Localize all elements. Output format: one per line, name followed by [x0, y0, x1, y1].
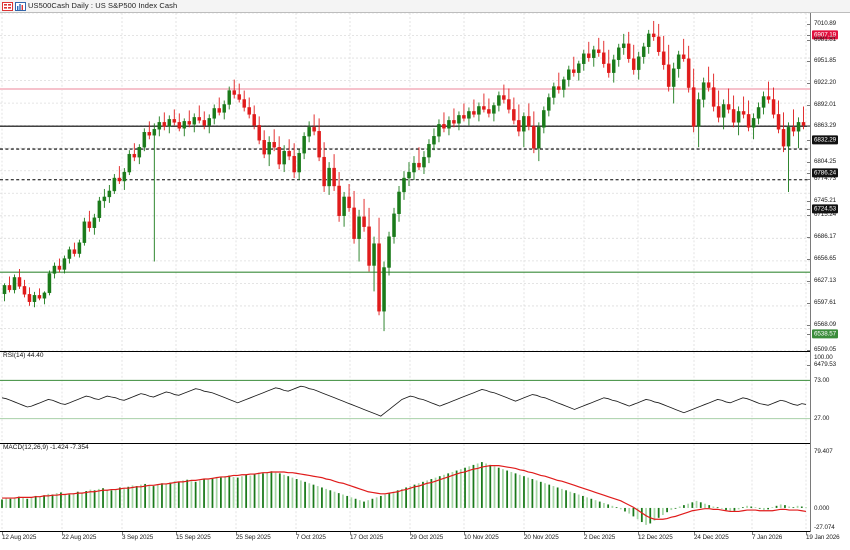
axis-tick-mark [807, 259, 811, 260]
axis-tick-mark [807, 334, 811, 335]
axis-tick-mark [807, 140, 811, 141]
axis-tick-mark [807, 215, 811, 216]
price-tick: 6745.21 [814, 196, 837, 204]
date-tick-mark [464, 532, 465, 535]
axis-tick-mark [807, 126, 811, 127]
axis-tick-mark [807, 350, 811, 351]
date-label: 17 Oct 2025 [350, 534, 384, 541]
price-axis[interactable]: 7010.89 6907.19 6981.81 6951.85 6922.20 6892.… [807, 13, 850, 532]
price-tick-highlight: 6786.24 [812, 168, 839, 178]
price-tick: 6479.53 [814, 360, 837, 368]
price-candlestick-plot [0, 13, 810, 351]
date-label: 3 Sep 2025 [122, 534, 154, 541]
date-tick-mark [752, 532, 753, 535]
axis-tick-mark [807, 24, 811, 25]
date-tick-mark [176, 532, 177, 535]
date-label: 19 Jan 2026 [806, 534, 840, 541]
price-tick: 6509.05 [814, 345, 837, 353]
price-tick: 6597.61 [814, 298, 837, 306]
rsi-panel[interactable]: RSI(14) 44.40 [0, 352, 810, 444]
price-panel[interactable] [0, 13, 810, 352]
axis-tick-mark [807, 61, 811, 62]
chart-frame: RSI(14) 44.40 MACD(12,26,9) -1.424 -7.35… [0, 13, 850, 550]
axis-tick-mark [807, 179, 811, 180]
rsi-plot [0, 352, 810, 443]
chart-title: US500Cash Daily : US S&P500 Index Cash [28, 1, 178, 11]
price-tick-highlight: 6724.53 [812, 204, 839, 214]
price-tick: 6627.13 [814, 276, 837, 284]
price-tick: 6981.81 [814, 35, 837, 43]
price-tick: 6715.24 [814, 210, 837, 218]
rsi-tick: 73.00 [814, 376, 830, 384]
axis-tick-mark [807, 201, 811, 202]
rsi-tick: 27.00 [814, 415, 830, 423]
date-label: 12 Dec 2025 [638, 534, 673, 541]
date-tick-mark [410, 532, 411, 535]
date-label: 12 Aug 2025 [2, 534, 37, 541]
axis-tick-mark [807, 209, 811, 210]
date-tick-mark [62, 532, 63, 535]
macd-panel[interactable]: MACD(12,26,9) -1.424 -7.354 [0, 444, 810, 532]
chart-titlebar: US500Cash Daily : US S&P500 Index Cash [0, 0, 850, 13]
date-tick-mark [122, 532, 123, 535]
axis-tick-mark [807, 35, 811, 36]
axis-tick-mark [807, 303, 811, 304]
macd-tick: 79.407 [814, 447, 833, 455]
axis-tick-mark [807, 365, 811, 366]
date-tick-mark [694, 532, 695, 535]
date-label: 29 Oct 2025 [410, 534, 444, 541]
date-tick-mark [638, 532, 639, 535]
price-tick-highlight: 6538.57 [812, 329, 839, 339]
chart-icon[interactable] [15, 1, 26, 11]
date-tick-mark [584, 532, 585, 535]
date-tick-mark [524, 532, 525, 535]
axis-tick-mark [807, 162, 811, 163]
axis-tick-mark [807, 83, 811, 84]
price-tick: 6568.09 [814, 320, 837, 328]
macd-tick: 0.000 [814, 504, 830, 512]
axis-tick-mark [807, 105, 811, 106]
macd-plot [1, 444, 807, 531]
price-tick: 6892.01 [814, 100, 837, 108]
date-tick-mark [806, 532, 807, 535]
grid-icon[interactable] [2, 1, 13, 11]
price-tick: 6804.25 [814, 157, 837, 165]
price-tick: 6922.20 [814, 78, 837, 86]
axis-tick-mark [807, 40, 811, 41]
date-label: 7 Oct 2025 [296, 534, 326, 541]
date-axis[interactable]: 12 Aug 2025 22 Aug 2025 3 Sep 2025 15 Sep 2… [0, 532, 850, 550]
date-label: 25 Sep 2025 [236, 534, 271, 541]
date-label: 15 Sep 2025 [176, 534, 211, 541]
date-label: 10 Nov 2025 [464, 534, 499, 541]
date-tick-mark [350, 532, 351, 535]
axis-tick-mark [807, 325, 811, 326]
date-label: 20 Nov 2025 [524, 534, 559, 541]
rsi-legend: RSI(14) 44.40 [2, 352, 45, 360]
date-label: 24 Dec 2025 [694, 534, 729, 541]
price-tick: 6686.17 [814, 232, 837, 240]
macd-legend: MACD(12,26,9) -1.424 -7.354 [2, 444, 90, 452]
date-tick-mark [2, 532, 3, 535]
date-label: 7 Jan 2026 [752, 534, 783, 541]
price-tick: 6656.65 [814, 254, 837, 262]
price-tick: 7010.89 [814, 19, 837, 27]
date-tick-mark [296, 532, 297, 535]
axis-tick-mark [807, 281, 811, 282]
axis-tick-mark [807, 237, 811, 238]
date-label: 2 Dec 2025 [584, 534, 616, 541]
price-tick: 6863.29 [814, 121, 837, 129]
price-tick: 6951.85 [814, 56, 837, 64]
axis-tick-mark [807, 173, 811, 174]
date-label: 22 Aug 2025 [62, 534, 97, 541]
price-tick-highlight: 6832.29 [812, 135, 839, 145]
rsi-tick: 100.00 [814, 353, 833, 361]
price-tick-highlight: 6907.19 [812, 30, 839, 40]
date-tick-mark [236, 532, 237, 535]
macd-tick: -27.074 [814, 523, 835, 531]
price-tick: 6774.73 [814, 174, 837, 182]
